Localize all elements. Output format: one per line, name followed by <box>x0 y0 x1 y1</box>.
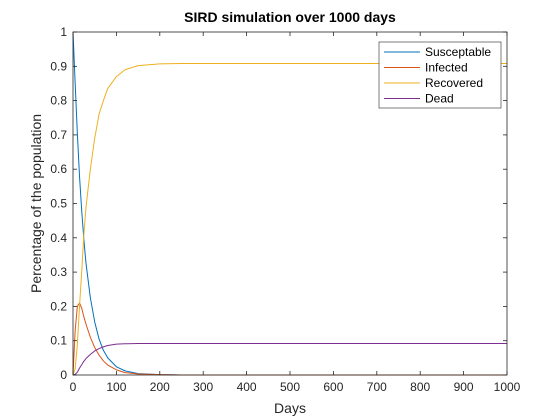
x-tick-label: 100 <box>106 380 126 394</box>
y-tick-label: 0.5 <box>50 197 67 211</box>
y-tick-label: 0.1 <box>50 334 67 348</box>
x-tick-label: 500 <box>280 380 300 394</box>
x-tick-label: 700 <box>367 380 387 394</box>
y-tick-label: 0 <box>60 368 67 382</box>
y-axis-label: Percentage of the population <box>28 114 44 293</box>
y-tick-label: 0.9 <box>50 59 67 73</box>
series-line-dead <box>72 342 507 376</box>
x-tick-label: 200 <box>150 380 170 394</box>
series-line-recovered <box>72 63 507 376</box>
x-axis-label: Days <box>274 400 306 416</box>
y-tick-label: 1 <box>60 25 67 39</box>
legend-label-infected: Infected <box>425 61 468 75</box>
chart-title: SIRD simulation over 1000 days <box>184 9 396 25</box>
x-tick-label: 600 <box>323 380 343 394</box>
legend-label-susceptable: Susceptable <box>425 45 491 59</box>
y-tick-label: 0.8 <box>50 94 67 108</box>
x-tick-label: 300 <box>193 380 213 394</box>
x-tick-label: 1000 <box>494 380 521 394</box>
legend-box <box>378 41 502 109</box>
x-tick-label: 900 <box>454 380 474 394</box>
legend-label-dead: Dead <box>425 92 454 106</box>
x-tick-label: 0 <box>70 380 77 394</box>
x-axis: 0 100 200 300 400 500 600 700 800 900 1000 <box>70 32 521 394</box>
y-axis: 0 0.1 0.2 0.3 0.4 0.5 0.6 0.7 0.8 0.9 1 <box>50 25 507 382</box>
x-tick-label: 800 <box>410 380 430 394</box>
legend-label-recovered: Recovered <box>425 76 483 90</box>
y-tick-label: 0.7 <box>50 128 67 142</box>
y-tick-label: 0.3 <box>50 265 67 279</box>
y-tick-label: 0.6 <box>50 162 67 176</box>
y-tick-label: 0.2 <box>50 299 67 313</box>
x-tick-label: 400 <box>237 380 257 394</box>
y-tick-label: 0.4 <box>50 231 67 245</box>
